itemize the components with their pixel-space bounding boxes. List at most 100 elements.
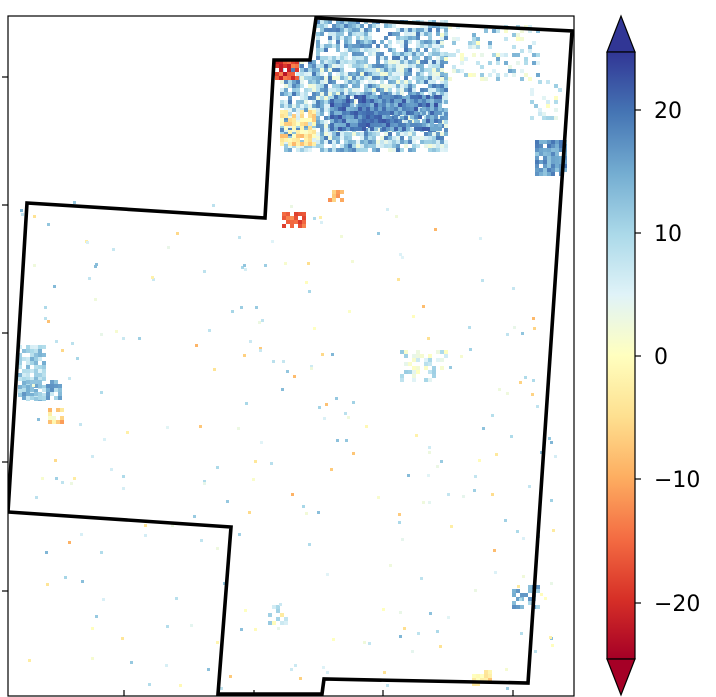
raster-pixel [372, 24, 376, 28]
raster-pixel [81, 580, 84, 583]
raster-pixel [543, 148, 547, 152]
raster-pixel [346, 103, 350, 107]
raster-pixel [22, 385, 26, 389]
raster-pixel [294, 664, 297, 667]
raster-pixel [414, 127, 418, 131]
raster-pixel [538, 108, 542, 112]
raster-pixel [334, 103, 338, 107]
raster-pixel [279, 72, 283, 76]
raster-pixel [432, 52, 436, 56]
raster-pixel [344, 48, 348, 52]
raster-pixel [268, 621, 272, 625]
raster-pixel [320, 64, 324, 68]
raster-pixel [352, 452, 355, 455]
raster-pixel [430, 119, 434, 123]
raster-pixel [547, 168, 551, 172]
raster-pixel [494, 571, 497, 574]
raster-pixel [414, 111, 418, 115]
raster-pixel [324, 124, 328, 128]
raster-pixel [370, 127, 374, 131]
raster-pixel [26, 369, 30, 373]
raster-pixel [304, 96, 308, 100]
raster-pixel [249, 340, 252, 343]
raster-pixel [429, 612, 432, 615]
raster-pixel [328, 140, 332, 144]
raster-pixel [328, 68, 332, 72]
raster-pixel [508, 69, 512, 73]
raster-pixel [448, 77, 452, 81]
raster-pixel [380, 140, 384, 144]
raster-pixel [432, 148, 436, 152]
raster-pixel [37, 418, 40, 421]
raster-pixel [356, 84, 360, 88]
raster-pixel [422, 123, 426, 127]
raster-pixel [304, 88, 308, 92]
raster-pixel [356, 32, 360, 36]
raster-pixel [60, 408, 64, 412]
raster-pixel [496, 73, 500, 77]
raster-pixel [388, 72, 392, 76]
raster-pixel [428, 378, 432, 382]
raster-pixel [320, 124, 324, 128]
raster-pixel [420, 32, 424, 36]
raster-pixel [304, 76, 308, 80]
raster-pixel [378, 111, 382, 115]
raster-pixel [328, 36, 332, 40]
raster-pixel [394, 103, 398, 107]
raster-pixel [30, 388, 34, 392]
raster-pixel [26, 385, 30, 389]
raster-pixel [330, 468, 333, 471]
raster-pixel [340, 68, 344, 72]
raster-pixel [94, 265, 97, 268]
raster-pixel [482, 427, 485, 430]
raster-pixel [542, 96, 546, 100]
raster-pixel [316, 40, 320, 44]
raster-pixel [532, 379, 535, 382]
raster-pixel [122, 475, 125, 478]
raster-pixel [372, 88, 376, 92]
raster-pixel [358, 111, 362, 115]
raster-pixel [424, 28, 428, 32]
raster-pixel [286, 216, 290, 220]
raster-pixel [300, 100, 304, 104]
raster-pixel [512, 287, 515, 290]
raster-pixel [312, 60, 316, 64]
raster-pixel [272, 360, 275, 363]
raster-pixel [340, 60, 344, 64]
raster-pixel [324, 128, 328, 132]
raster-pixel [436, 132, 440, 136]
raster-pixel [308, 290, 311, 293]
raster-pixel [378, 103, 382, 107]
raster-pixel [438, 127, 442, 131]
raster-pixel [400, 68, 404, 72]
raster-pixel [436, 60, 440, 64]
raster-pixel [444, 84, 448, 88]
raster-pixel [404, 362, 408, 366]
raster-pixel [362, 99, 366, 103]
raster-pixel [58, 384, 62, 388]
raster-pixel [240, 628, 243, 631]
raster-pixel [324, 120, 328, 124]
raster-pixel [332, 64, 336, 68]
raster-pixel [404, 370, 408, 374]
raster-pixel [312, 68, 316, 72]
raster-pixel [316, 144, 320, 148]
raster-pixel [382, 103, 386, 107]
raster-pixel [254, 628, 257, 631]
raster-pixel [328, 44, 332, 48]
raster-pixel [512, 601, 516, 605]
raster-pixel [376, 48, 380, 52]
raster-pixel [392, 60, 396, 64]
raster-pixel [378, 119, 382, 123]
raster-pixel [312, 134, 316, 138]
raster-pixel [420, 76, 424, 80]
raster-pixel [42, 396, 46, 400]
raster-pixel [30, 377, 34, 381]
raster-pixel [440, 80, 444, 84]
raster-pixel [34, 361, 38, 365]
raster-pixel [308, 130, 312, 134]
raster-pixel [390, 107, 394, 111]
raster-pixel [384, 24, 388, 28]
raster-pixel [504, 53, 508, 57]
raster-pixel [350, 111, 354, 115]
